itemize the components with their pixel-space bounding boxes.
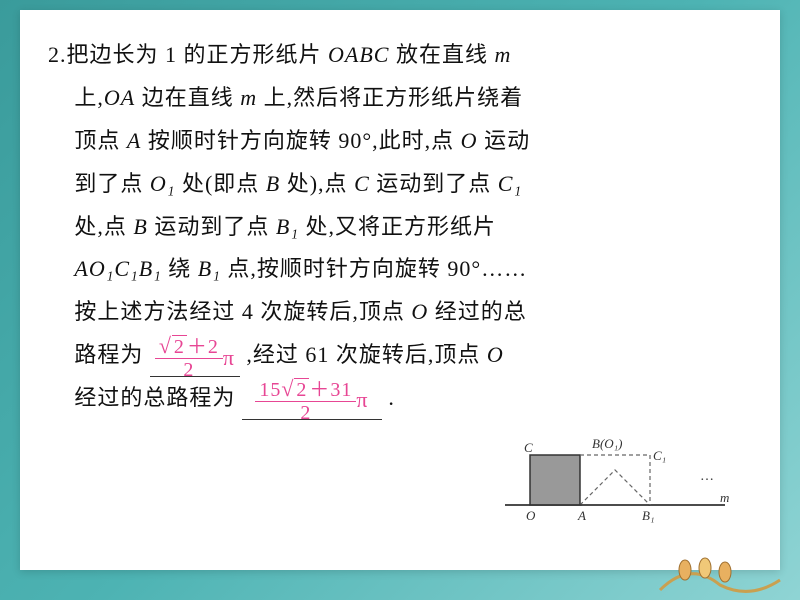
pencil-decoration (650, 550, 790, 600)
label-O: O (526, 508, 536, 523)
answer-blank-2: 152＋31 2 π (242, 385, 382, 420)
geometry-figure: C B(O₁) C₁ O A B₁ m … (500, 410, 740, 530)
answer-blank-1: 2＋2 2 π (150, 342, 240, 377)
label-A: A (577, 508, 586, 523)
label-m: m (720, 490, 729, 505)
label-B1: B₁ (642, 508, 654, 523)
problem-body: 2.把边长为 1 的正方形纸片 OABC 放在直线 m 上,OA 边在直线 m … (48, 34, 748, 420)
problem-number: 2. (48, 42, 67, 67)
square-name: OABC (328, 42, 389, 67)
label-C1: C₁ (653, 448, 666, 463)
problem-card: 2.把边长为 1 的正方形纸片 OABC 放在直线 m 上,OA 边在直线 m … (20, 10, 780, 570)
label-C: C (524, 440, 533, 455)
label-BO1: B(O₁) (592, 436, 623, 451)
label-dots: … (700, 469, 714, 484)
